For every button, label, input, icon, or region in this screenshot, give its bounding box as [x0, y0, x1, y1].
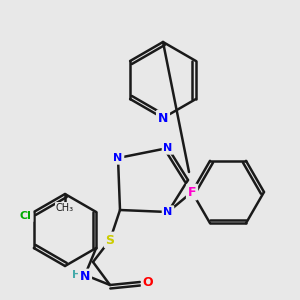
Text: H: H [72, 270, 82, 280]
Text: N: N [158, 112, 168, 124]
Text: Cl: Cl [20, 211, 32, 221]
Text: N: N [113, 153, 123, 163]
Text: O: O [143, 275, 153, 289]
Text: S: S [106, 233, 115, 247]
Text: CH₃: CH₃ [56, 203, 74, 213]
Text: N: N [164, 143, 172, 153]
Text: N: N [80, 271, 90, 284]
Text: F: F [188, 185, 196, 199]
Text: N: N [164, 207, 172, 217]
